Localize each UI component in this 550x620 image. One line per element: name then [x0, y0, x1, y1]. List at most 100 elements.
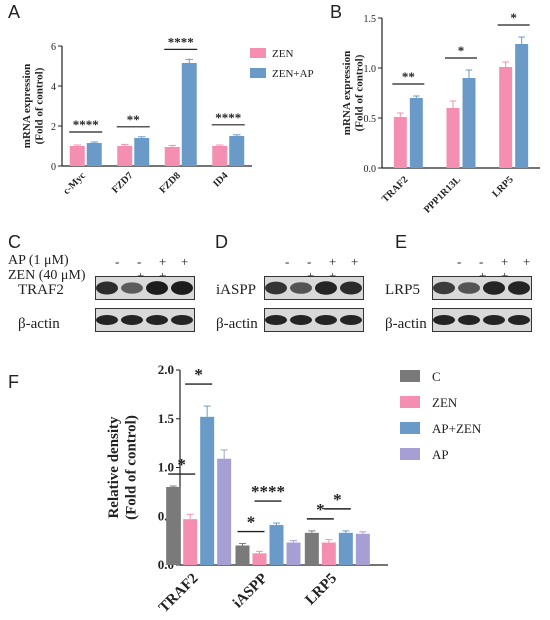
- y-tick-label: 2: [51, 122, 56, 133]
- significance-label: ****: [168, 34, 194, 49]
- y-axis-label: mRNA expression: [21, 64, 33, 148]
- category-label: LRP5: [302, 571, 340, 609]
- y-axis-label: (Fold of control): [34, 67, 46, 144]
- zen-sign: -: [523, 268, 528, 283]
- blot-target-box: [432, 276, 532, 300]
- significance-label: ****: [73, 117, 99, 132]
- zen-sign: -: [115, 268, 120, 283]
- panel-letter-e: E: [395, 232, 408, 252]
- zen-sign: +: [501, 268, 509, 283]
- bar: [181, 63, 197, 166]
- significance-label: ****: [215, 110, 241, 125]
- blot-band: [121, 315, 143, 325]
- significance-label: ****: [251, 482, 285, 501]
- blot-band: [121, 282, 143, 294]
- bar: [304, 532, 319, 565]
- blot-frame: [95, 276, 195, 300]
- blot-band: [458, 282, 480, 294]
- blot-frame: [95, 308, 195, 332]
- ap-condition-label: AP (1 μM): [8, 253, 69, 268]
- legend-swatch: [250, 48, 266, 58]
- legend-label: ZEN: [432, 395, 458, 410]
- significance-label: *: [316, 500, 325, 519]
- panel-letter-b: B: [330, 2, 343, 22]
- ap-sign: +: [501, 254, 509, 269]
- blot-band: [171, 281, 193, 295]
- panel-letter-f: F: [8, 372, 19, 392]
- blot-frame: [264, 276, 364, 300]
- y-tick-label: 2.0: [158, 362, 174, 377]
- blot-band: [290, 315, 312, 325]
- legend-label: ZEN: [272, 48, 293, 60]
- blot-band: [290, 282, 312, 294]
- y-axis-label-group: mRNA expression (Fold of control): [341, 51, 366, 135]
- blot-protein-label: LRP5: [385, 282, 421, 298]
- y-tick-label: 6: [51, 42, 56, 53]
- blot-band: [508, 315, 530, 325]
- blot-band: [483, 281, 505, 295]
- y-tick-label: 1.0: [364, 64, 377, 75]
- y-tick-label: 0: [51, 162, 56, 173]
- significance-label: *: [510, 10, 517, 25]
- blot-band: [96, 281, 118, 295]
- blot-band: [265, 281, 287, 295]
- blot-band: [340, 281, 362, 295]
- ap-sign: -: [457, 254, 462, 269]
- zen-sign: +: [137, 268, 145, 283]
- bar: [515, 44, 529, 168]
- bar: [212, 146, 228, 166]
- ap-sign: +: [523, 254, 531, 269]
- category-label: TRAF2: [156, 571, 201, 616]
- blot-band: [340, 315, 362, 325]
- blot-band: [171, 315, 193, 325]
- bar: [164, 147, 180, 166]
- zen-sign: -: [181, 268, 186, 283]
- blot-target-box: [95, 276, 195, 300]
- y-tick-label: 1.0: [158, 460, 174, 475]
- significance-label: *: [458, 43, 465, 58]
- ap-sign: -: [307, 254, 312, 269]
- y-tick-label: 1.5: [158, 411, 175, 426]
- blot-actin-box: [432, 308, 532, 332]
- bar: [117, 146, 133, 166]
- ap-sign: -: [115, 254, 120, 269]
- blot-band: [315, 281, 337, 295]
- legend-label: ZEN+AP: [272, 68, 314, 80]
- bar: [286, 542, 301, 565]
- panel-letter-d: D: [215, 232, 228, 252]
- bar: [86, 143, 102, 166]
- bar: [499, 67, 513, 168]
- y-axis-label: (Fold of control): [123, 415, 139, 520]
- bar: [69, 146, 85, 166]
- bar: [235, 545, 250, 565]
- blot-loading-label: β-actin: [385, 316, 427, 332]
- panel-letter-c: C: [8, 232, 21, 252]
- blot-band: [458, 315, 480, 325]
- blot-loading-label: β-actin: [18, 316, 60, 332]
- bar: [321, 542, 336, 565]
- blot-frame: [264, 308, 364, 332]
- ap-sign: -: [479, 254, 484, 269]
- legend-swatch: [400, 370, 420, 382]
- blot-protein-label: iASPP: [216, 282, 257, 298]
- legend-swatch: [400, 396, 420, 408]
- significance-label: **: [127, 112, 140, 127]
- bar: [134, 138, 150, 166]
- panel-letter-a: A: [8, 2, 21, 22]
- significance-label: *: [194, 365, 203, 384]
- legend-swatch: [400, 422, 420, 434]
- blot-protein-label: TRAF2: [18, 282, 64, 298]
- legend-swatch: [400, 448, 420, 460]
- y-axis-label: Relative density: [106, 416, 122, 519]
- blot-actin-box: [264, 308, 364, 332]
- blot-frame: [432, 308, 532, 332]
- ap-sign: +: [351, 254, 359, 269]
- blot-band: [265, 315, 287, 325]
- bar: [200, 416, 215, 565]
- bar: [166, 487, 181, 565]
- y-tick-label: 1.5: [364, 14, 377, 25]
- blot-band: [483, 315, 505, 325]
- blot-band: [508, 281, 530, 295]
